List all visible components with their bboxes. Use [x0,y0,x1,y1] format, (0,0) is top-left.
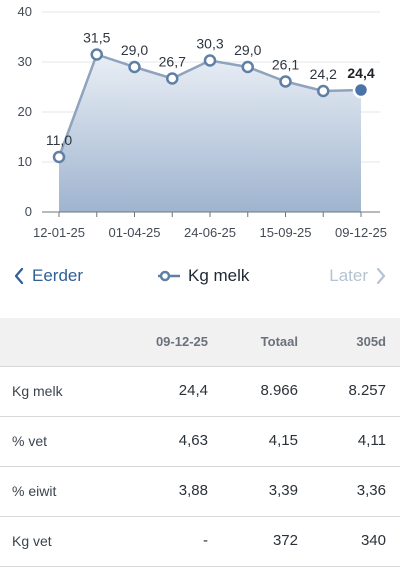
data-label: 29,0 [234,42,261,58]
cell-305d: 8.257 [348,382,386,399]
data-point [241,60,254,74]
chart-area-fill [59,54,361,212]
cell-305d: 4,11 [357,432,386,449]
y-tick-label: 0 [25,204,32,219]
table-row-eiwit: % eiwit 3,88 3,39 3,36 [0,467,400,517]
table-row-kg-melk: Kg melk 24,4 8.966 8.257 [0,367,400,417]
line-marker-icon [158,270,180,282]
data-point [52,150,66,164]
cell-total: 372 [272,532,298,549]
row-label: Kg vet [12,533,52,549]
previous-button[interactable]: Eerder [14,266,83,286]
milk-chart: 0 10 20 30 40 12-01-25 01-04-25 24-06-25 15-09-2… [0,0,400,250]
table-row-vet: % vet 4,63 4,15 4,11 [0,417,400,467]
table-header-row: 09-12-25 Totaal 305d [0,318,400,367]
x-tick-label: 12-01-25 [33,225,85,240]
data-label: 24,2 [310,66,337,82]
row-label: % vet [12,433,48,449]
cell-date: 24,4 [178,382,208,399]
legend-label: Kg melk [188,266,250,285]
header-date: 09-12-25 [155,334,208,349]
chart-navigation: Eerder Kg melk Later [0,258,400,300]
data-label: 29,0 [121,42,148,58]
data-label: 26,1 [272,57,299,73]
data-point [166,72,179,85]
row-label: Kg melk [12,383,63,399]
data-label: 26,7 [159,54,186,70]
x-tick-label: 01-04-25 [108,225,160,240]
cell-total: 3,39 [268,482,298,499]
data-point [90,48,103,61]
cell-date: 3,88 [178,482,208,499]
y-tick-label: 30 [18,54,32,69]
stats-table: 09-12-25 Totaal 305d Kg melk 24,4 8.966 … [0,318,400,567]
cell-total: 4,15 [268,432,298,449]
data-point [317,84,330,98]
chart-svg: 0 10 20 30 40 12-01-25 01-04-25 24-06-25 15-09-2… [18,4,387,240]
header-305d: 305d [356,334,386,349]
chevron-right-icon [376,268,386,284]
data-point-current [352,81,370,99]
data-label: 30,3 [196,36,223,52]
cell-305d: 340 [360,532,386,549]
cell-date: 4,63 [178,432,208,449]
table-row-kg-vet: Kg vet - 372 340 [0,517,400,567]
header-total: Totaal [260,334,298,349]
next-label: Later [329,266,368,285]
row-label: % eiwit [12,483,57,499]
previous-label: Eerder [32,266,84,285]
y-tick-label: 20 [18,104,32,119]
cell-date: - [203,532,208,549]
chevron-left-icon [14,268,24,284]
data-point [203,54,217,67]
y-tick-label: 10 [18,154,32,169]
data-label: 31,5 [83,30,110,46]
x-tick-label: 24-06-25 [184,225,236,240]
data-label: 11,0 [46,132,72,148]
cell-total: 8.966 [260,382,298,399]
x-tick-label: 15-09-25 [259,225,311,240]
data-point [128,60,141,74]
data-point [279,75,292,88]
chart-legend: Kg melk [158,266,249,286]
data-label: 24,4 [347,65,374,81]
y-tick-label: 40 [18,4,32,19]
next-button[interactable]: Later [329,266,386,286]
cell-305d: 3,36 [356,482,386,499]
x-tick-label: 09-12-25 [335,225,387,240]
